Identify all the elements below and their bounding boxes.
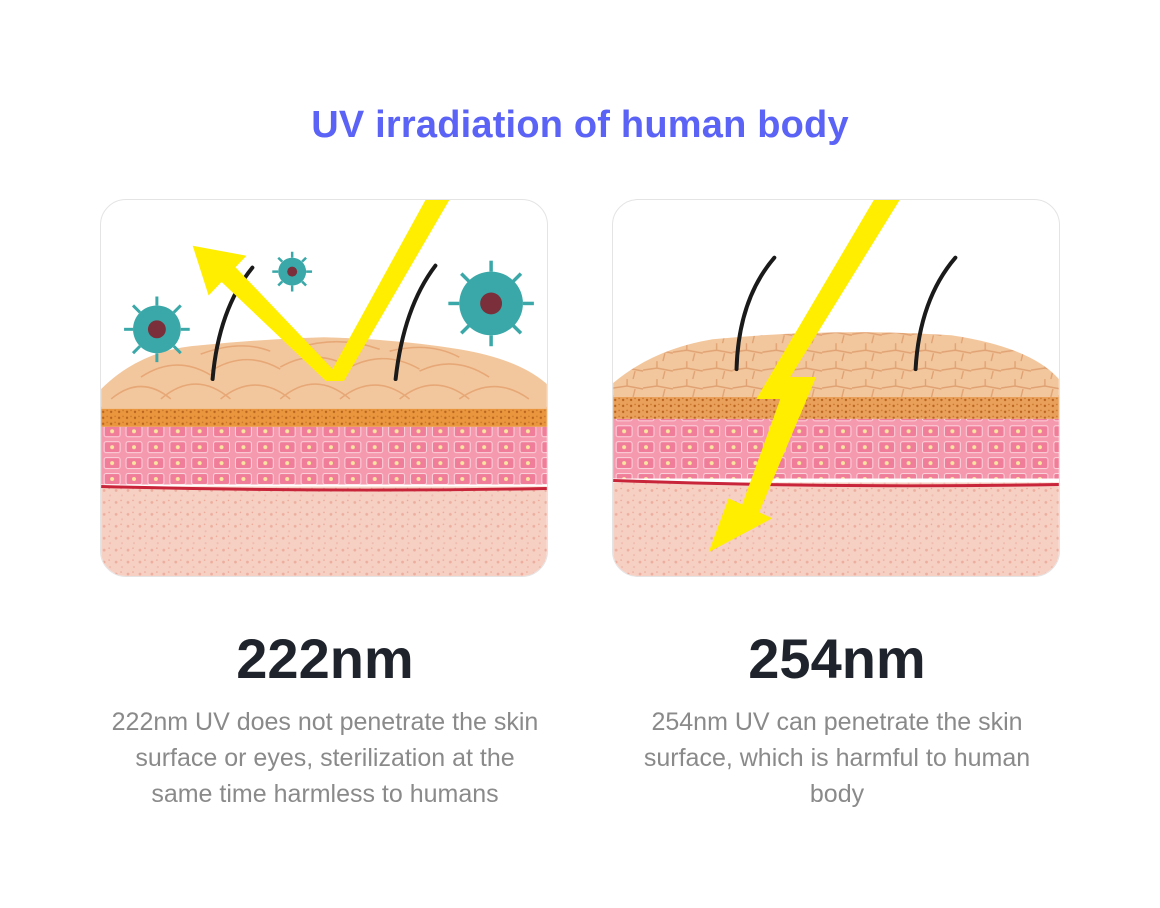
skin-diagram-222nm xyxy=(100,199,548,577)
wavelength-label: 254nm xyxy=(748,627,926,690)
caption-254nm: 254nm 254nm UV can penetrate the skin su… xyxy=(607,626,1067,812)
caption-222nm: 222nm 222nm UV does not penetrate the sk… xyxy=(95,626,555,812)
uv-ray-penetrating-icon xyxy=(708,200,900,553)
skin-diagram-254nm xyxy=(612,199,1060,577)
wavelength-description: 222nm UV does not penetrate the skin sur… xyxy=(111,708,539,808)
page-title: UV irradiation of human body xyxy=(311,104,849,146)
virus-icon xyxy=(124,251,534,363)
wavelength-description: 254nm UV can penetrate the skin surface,… xyxy=(643,708,1031,808)
uv-ray-reflected-icon xyxy=(192,200,450,382)
wavelength-label: 222nm xyxy=(236,627,414,690)
